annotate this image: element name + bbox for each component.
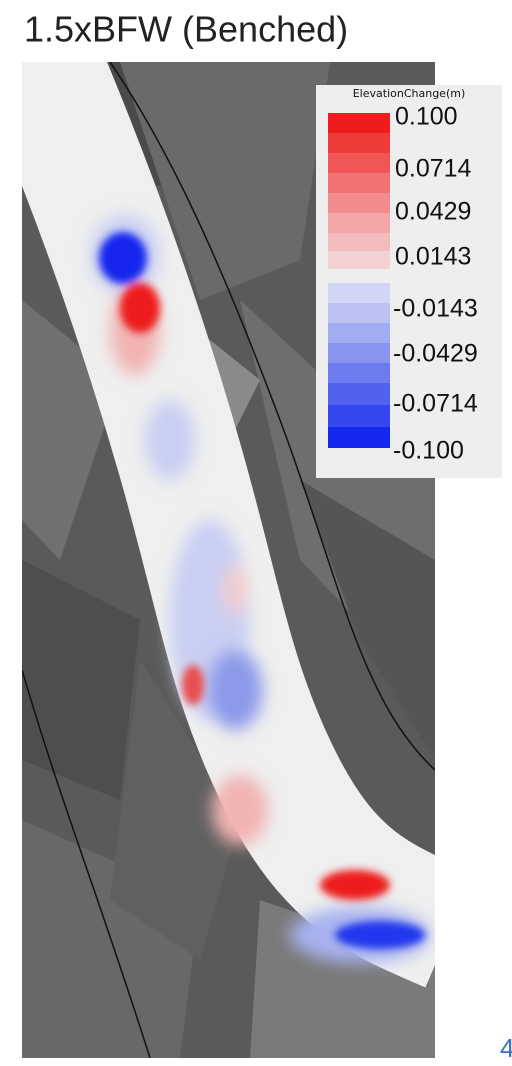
figure: 1.5xBFW (Benched) — [0, 0, 512, 1066]
legend-label: -0.100 — [393, 437, 464, 465]
legend-title: ElevationChange(m) — [353, 87, 466, 100]
legend-label: 0.0429 — [395, 198, 471, 226]
legend-label: 0.100 — [395, 103, 458, 131]
page: 1.5xBFW (Benched) — [0, 0, 512, 1066]
title: 1.5xBFW (Benched) — [24, 9, 348, 50]
legend: ElevationChange(m) 0.100 0.0714 0.0429 0… — [316, 85, 502, 478]
legend-label: 0.0143 — [395, 243, 471, 271]
legend-label: -0.0143 — [393, 295, 478, 323]
legend-label: -0.0714 — [393, 390, 478, 418]
legend-label: 0.0714 — [395, 155, 472, 183]
page-number: 4 — [500, 1033, 512, 1063]
legend-label: -0.0429 — [393, 340, 478, 368]
